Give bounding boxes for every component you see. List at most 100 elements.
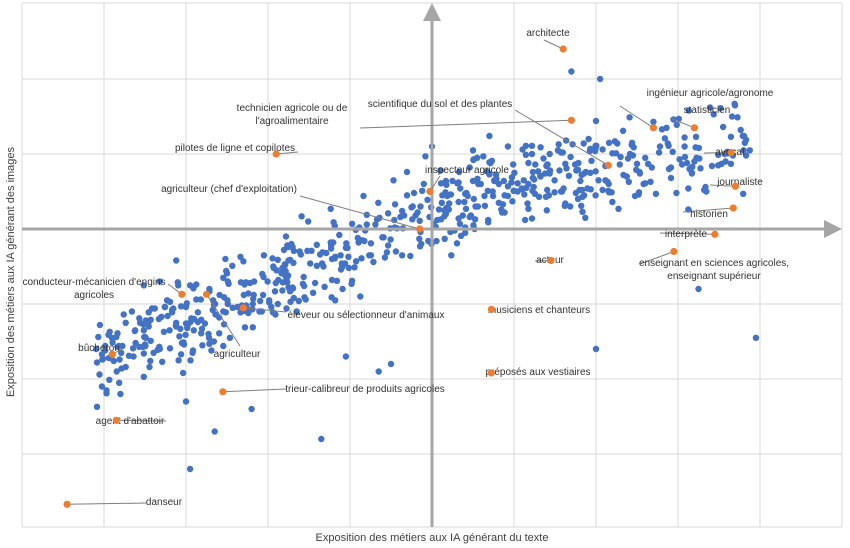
data-point-78 [300,273,307,281]
data-point-241 [449,177,456,185]
data-point-493 [457,232,465,239]
data-point-90 [706,104,714,111]
data-point-232 [279,287,286,294]
data-point-529 [665,165,673,173]
data-point-448 [605,139,613,146]
data-point-434 [250,291,257,299]
highlight-point-18 [202,290,211,298]
data-point-660 [375,368,382,375]
data-point-59 [599,186,606,194]
data-label-6: pilotes de ligne et copilotes [175,143,295,154]
data-point-24 [441,235,448,242]
data-point-602 [246,279,254,287]
data-point-176 [140,350,147,357]
data-point-523 [551,177,558,184]
data-point-182 [175,357,182,364]
data-point-35 [409,203,416,210]
data-point-571 [274,300,281,308]
data-point-637 [577,177,584,185]
data-point-583 [514,188,521,195]
data-point-506 [118,349,125,356]
highlight-point-14 [178,290,186,298]
data-point-353 [299,280,307,287]
data-label-20: trieur-calibreur de produits agricoles [285,384,445,395]
data-point-372 [338,260,345,267]
data-point-290 [98,383,106,390]
data-point-489 [719,123,727,131]
data-point-558 [545,192,553,199]
data-point-633 [493,175,500,182]
data-point-75 [588,157,595,164]
data-point-333 [446,200,453,207]
data-point-22 [372,221,379,228]
data-point-253 [463,189,470,197]
data-point-570 [186,282,194,289]
data-point-405 [164,312,171,320]
data-point-6 [453,240,461,247]
data-point-563 [282,273,289,280]
data-point-217 [522,142,530,149]
data-point-215 [551,189,558,196]
data-label-11: interprète [665,229,708,240]
highlight-point-1 [649,124,658,132]
data-point-154 [567,153,574,161]
data-point-422 [437,167,444,174]
data-point-636 [722,158,729,165]
data-point-194 [746,147,753,154]
data-point-661 [342,353,350,360]
highlight-point-9 [416,225,424,233]
data-label-8: journaliste [716,177,763,188]
data-point-324 [734,114,741,121]
data-point-342 [540,155,547,162]
data-point-655 [182,398,190,405]
data-point-305 [99,356,106,363]
data-point-629 [556,167,563,174]
data-point-396 [676,156,683,163]
data-point-509 [184,324,191,332]
highlight-point-7 [426,187,434,196]
data-point-479 [286,256,294,263]
data-point-289 [194,309,202,316]
data-point-310 [617,153,624,161]
data-point-596 [245,290,252,297]
data-point-538 [474,175,481,182]
data-point-485 [234,303,241,311]
data-point-615 [384,242,392,249]
data-point-131 [295,297,302,305]
data-point-323 [205,330,212,338]
data-label-10: historien [690,209,728,220]
data-point-413 [96,371,103,378]
data-point-530 [587,169,594,176]
data-point-251 [305,218,312,225]
data-point-302 [381,254,389,261]
data-points [93,68,760,473]
data-point-651 [248,405,255,413]
data-point-560 [345,253,352,260]
data-point-519 [360,192,367,200]
data-point-657 [752,334,760,341]
data-point-292 [626,150,634,158]
data-point-591 [559,149,566,156]
data-point-39 [508,174,516,181]
highlight-point-19 [487,369,495,377]
data-point-590 [266,297,273,304]
data-point-377 [592,147,599,155]
data-point-325 [546,150,553,158]
data-point-613 [409,216,416,223]
data-point-244 [717,105,724,112]
axes [22,3,842,527]
data-point-126 [486,132,493,140]
data-point-555 [499,201,507,208]
data-point-69 [387,236,394,243]
data-point-170 [237,253,244,260]
data-point-544 [168,309,176,316]
data-point-248 [522,151,530,158]
data-point-654 [318,435,325,443]
data-point-512 [425,237,432,245]
data-point-639 [141,341,149,348]
data-point-89 [220,321,228,328]
data-point-499 [608,189,615,196]
highlight-point-13 [670,247,678,256]
data-point-250 [741,139,748,146]
data-point-336 [658,126,666,133]
